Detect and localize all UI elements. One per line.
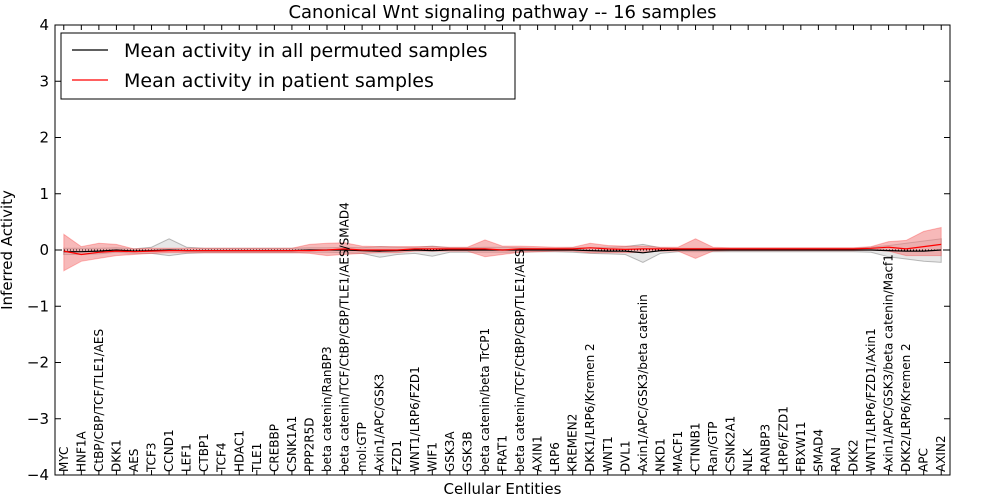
x-tick-label: KREMEN2 xyxy=(566,414,580,472)
x-tick-label: CSNK1A1 xyxy=(285,416,299,472)
y-axis-label: Inferred Activity xyxy=(0,190,16,310)
x-tick-label: LRP6/FZD1 xyxy=(776,406,790,472)
x-tick-label: APC xyxy=(917,448,931,472)
x-tick-label: HDAC1 xyxy=(232,430,246,472)
x-tick-label: MACF1 xyxy=(671,431,685,472)
x-tick-label: WNT1/LRP6/FZD1 xyxy=(408,366,422,472)
x-tick-label: AES xyxy=(127,449,141,472)
x-tick-label: NLK xyxy=(741,447,755,472)
x-tick-label: CtBP/CBP/TCF/TLE1/AES xyxy=(92,329,106,472)
x-tick-label: DVL1 xyxy=(618,440,632,472)
x-tick-label: NKD1 xyxy=(653,438,667,472)
y-tick-labels: 4 3 2 1 0 −1 −2 −3 −4 xyxy=(27,16,49,484)
x-tick-label: beta catenin/TCF/CtBP/CBP/TLE1/AES xyxy=(513,249,527,472)
x-tick-label: Axin1/APC/GSK3/beta catenin xyxy=(636,294,650,472)
x-tick-label: WIF1 xyxy=(425,442,439,472)
x-tick-label: TCF3 xyxy=(145,442,159,473)
x-tick-label: beta catenin/TCF/CtBP/CBP/TLE1/AES/SMAD4 xyxy=(338,202,352,472)
y-tick-label: −1 xyxy=(27,297,49,315)
x-tick-label: CCND1 xyxy=(162,429,176,472)
x-tick-label: MYC xyxy=(57,447,71,472)
x-tick-label: HNF1A xyxy=(74,430,88,472)
x-axis-label: Cellular Entities xyxy=(444,480,562,498)
x-tick-label: DKK2/LRP6/Kremen 2 xyxy=(899,343,913,472)
x-tick-label: Axin1/APC/GSK3 xyxy=(373,374,387,472)
y-tick-label: 4 xyxy=(39,16,49,34)
x-tick-label: WNT1 xyxy=(601,436,615,472)
y-tick-label: 3 xyxy=(39,72,49,90)
x-tick-label: RAN xyxy=(829,447,843,472)
mean-lines xyxy=(63,243,942,256)
patient-band xyxy=(63,226,942,272)
x-tick-label: DKK1/LRP6/Kremen 2 xyxy=(583,343,597,472)
x-tick-label: FZD1 xyxy=(390,440,404,472)
x-tick-label: FBXW11 xyxy=(794,422,808,473)
x-tick-label: CTNNB1 xyxy=(689,422,703,472)
x-tick-label: FRAT1 xyxy=(496,435,510,472)
x-tick-label: Ran/GTP xyxy=(706,421,720,472)
x-tick-label: RANBP3 xyxy=(759,424,773,472)
x-tick-labels: MYC HNF1A CtBP/CBP/TCF/TLE1/AES DKK1 AES TCF3… xyxy=(57,202,948,473)
x-tick-label: beta catenin/beta TrCP1 xyxy=(478,328,492,472)
x-tick-label: beta catenin/RanBP3 xyxy=(320,346,334,472)
x-tick-label: GSK3A xyxy=(443,431,457,472)
plot-frame xyxy=(54,24,951,476)
x-tick-label: DKK2 xyxy=(846,439,860,472)
legend-permuted-label: Mean activity in all permuted samples xyxy=(124,40,487,62)
x-tick-label: TCF4 xyxy=(215,442,229,473)
x-tick-label: Axin1/APC/GSK3/beta catenin/Macf1 xyxy=(882,254,896,472)
y-tick-label: −3 xyxy=(27,410,49,428)
y-tick-label: 2 xyxy=(39,129,49,147)
x-tick-label: LEF1 xyxy=(180,443,194,472)
x-tick-label: CREBBP xyxy=(267,424,281,472)
x-tick-label: CSNK2A1 xyxy=(724,416,738,472)
legend-patient-label: Mean activity in patient samples xyxy=(124,70,434,92)
x-tick-label: PPP2R5D xyxy=(302,417,316,472)
x-tick-label: WNT1/LRP6/FZD1/Axin1 xyxy=(864,328,878,472)
x-tick-label: mol:GTP xyxy=(355,422,369,472)
y-tick-label: −4 xyxy=(27,466,49,484)
y-tick-label: 0 xyxy=(39,241,49,259)
x-tick-label: AXIN2 xyxy=(934,435,948,472)
chart-title: Canonical Wnt signaling pathway -- 16 sa… xyxy=(288,2,716,23)
x-tick-label: DKK1 xyxy=(109,439,123,472)
legend-box xyxy=(60,32,516,100)
x-tick-label: TLE1 xyxy=(250,443,264,473)
patient-mean-line xyxy=(63,243,942,256)
x-tick-label: GSK3B xyxy=(460,431,474,472)
legend: Mean activity in all permuted samples Me… xyxy=(60,32,516,100)
y-tick-label: −2 xyxy=(27,354,49,372)
y-tick-label: 1 xyxy=(39,185,49,203)
x-tick-label: AXIN1 xyxy=(531,435,545,472)
x-tick-label: SMAD4 xyxy=(811,429,825,472)
x-tick-label: CTBP1 xyxy=(197,433,211,472)
x-tick-label: LRP6 xyxy=(548,442,562,472)
